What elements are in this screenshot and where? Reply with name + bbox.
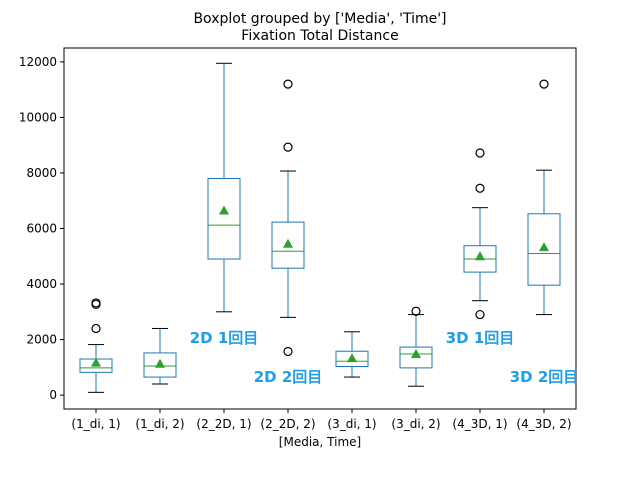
flier-point [283, 79, 293, 89]
y-tick-label: 2000 [26, 333, 57, 347]
flier-point [475, 309, 485, 320]
flier-point [475, 148, 485, 158]
mean-marker [219, 205, 229, 215]
x-tick-label: (1_di, 2) [135, 417, 184, 431]
mean-marker [155, 358, 165, 368]
box [335, 350, 369, 368]
y-tick-label: 6000 [26, 222, 57, 236]
flier-point [283, 142, 293, 152]
chart-title: Boxplot grouped by ['Media', 'Time'] [193, 11, 446, 27]
annotation-label: 2D 1回目 [190, 329, 259, 347]
flier-point [91, 298, 101, 308]
mean-marker [91, 357, 101, 367]
annotation-label: 2D 2回目 [254, 368, 323, 386]
x-tick-label: (3_di, 2) [391, 417, 440, 431]
x-tick-label: (2_2D, 1) [196, 417, 251, 431]
x-tick-label: (2_2D, 2) [260, 417, 315, 431]
flier-point [411, 306, 421, 316]
annotation-label: 3D 2回目 [510, 368, 579, 386]
mean-marker [283, 238, 293, 248]
plot-area [63, 47, 577, 410]
x-axis-label: [Media, Time] [279, 435, 361, 449]
mean-marker [411, 349, 421, 359]
flier-point [475, 183, 485, 193]
y-tick-label: 10000 [19, 110, 57, 124]
mean-marker [475, 251, 485, 261]
chart-subtitle: Fixation Total Distance [241, 28, 398, 44]
x-tick-label: (4_3D, 2) [516, 417, 571, 431]
box [207, 178, 241, 260]
x-tick-label: (4_3D, 1) [452, 417, 507, 431]
mean-marker [347, 353, 357, 363]
box [399, 346, 433, 369]
annotation-label: 3D 1回目 [446, 329, 515, 347]
y-tick-label: 12000 [19, 55, 57, 69]
y-tick-label: 4000 [26, 277, 57, 291]
flier-point [91, 323, 101, 334]
box [527, 213, 561, 286]
mean-marker [539, 242, 549, 252]
box [143, 352, 177, 378]
flier-point [283, 346, 293, 357]
y-tick-label: 8000 [26, 166, 57, 180]
x-tick-label: (3_di, 1) [327, 417, 376, 431]
y-tick-label: 0 [49, 388, 57, 402]
flier-point [539, 79, 549, 89]
box [271, 221, 305, 269]
x-tick-label: (1_di, 1) [71, 417, 120, 431]
